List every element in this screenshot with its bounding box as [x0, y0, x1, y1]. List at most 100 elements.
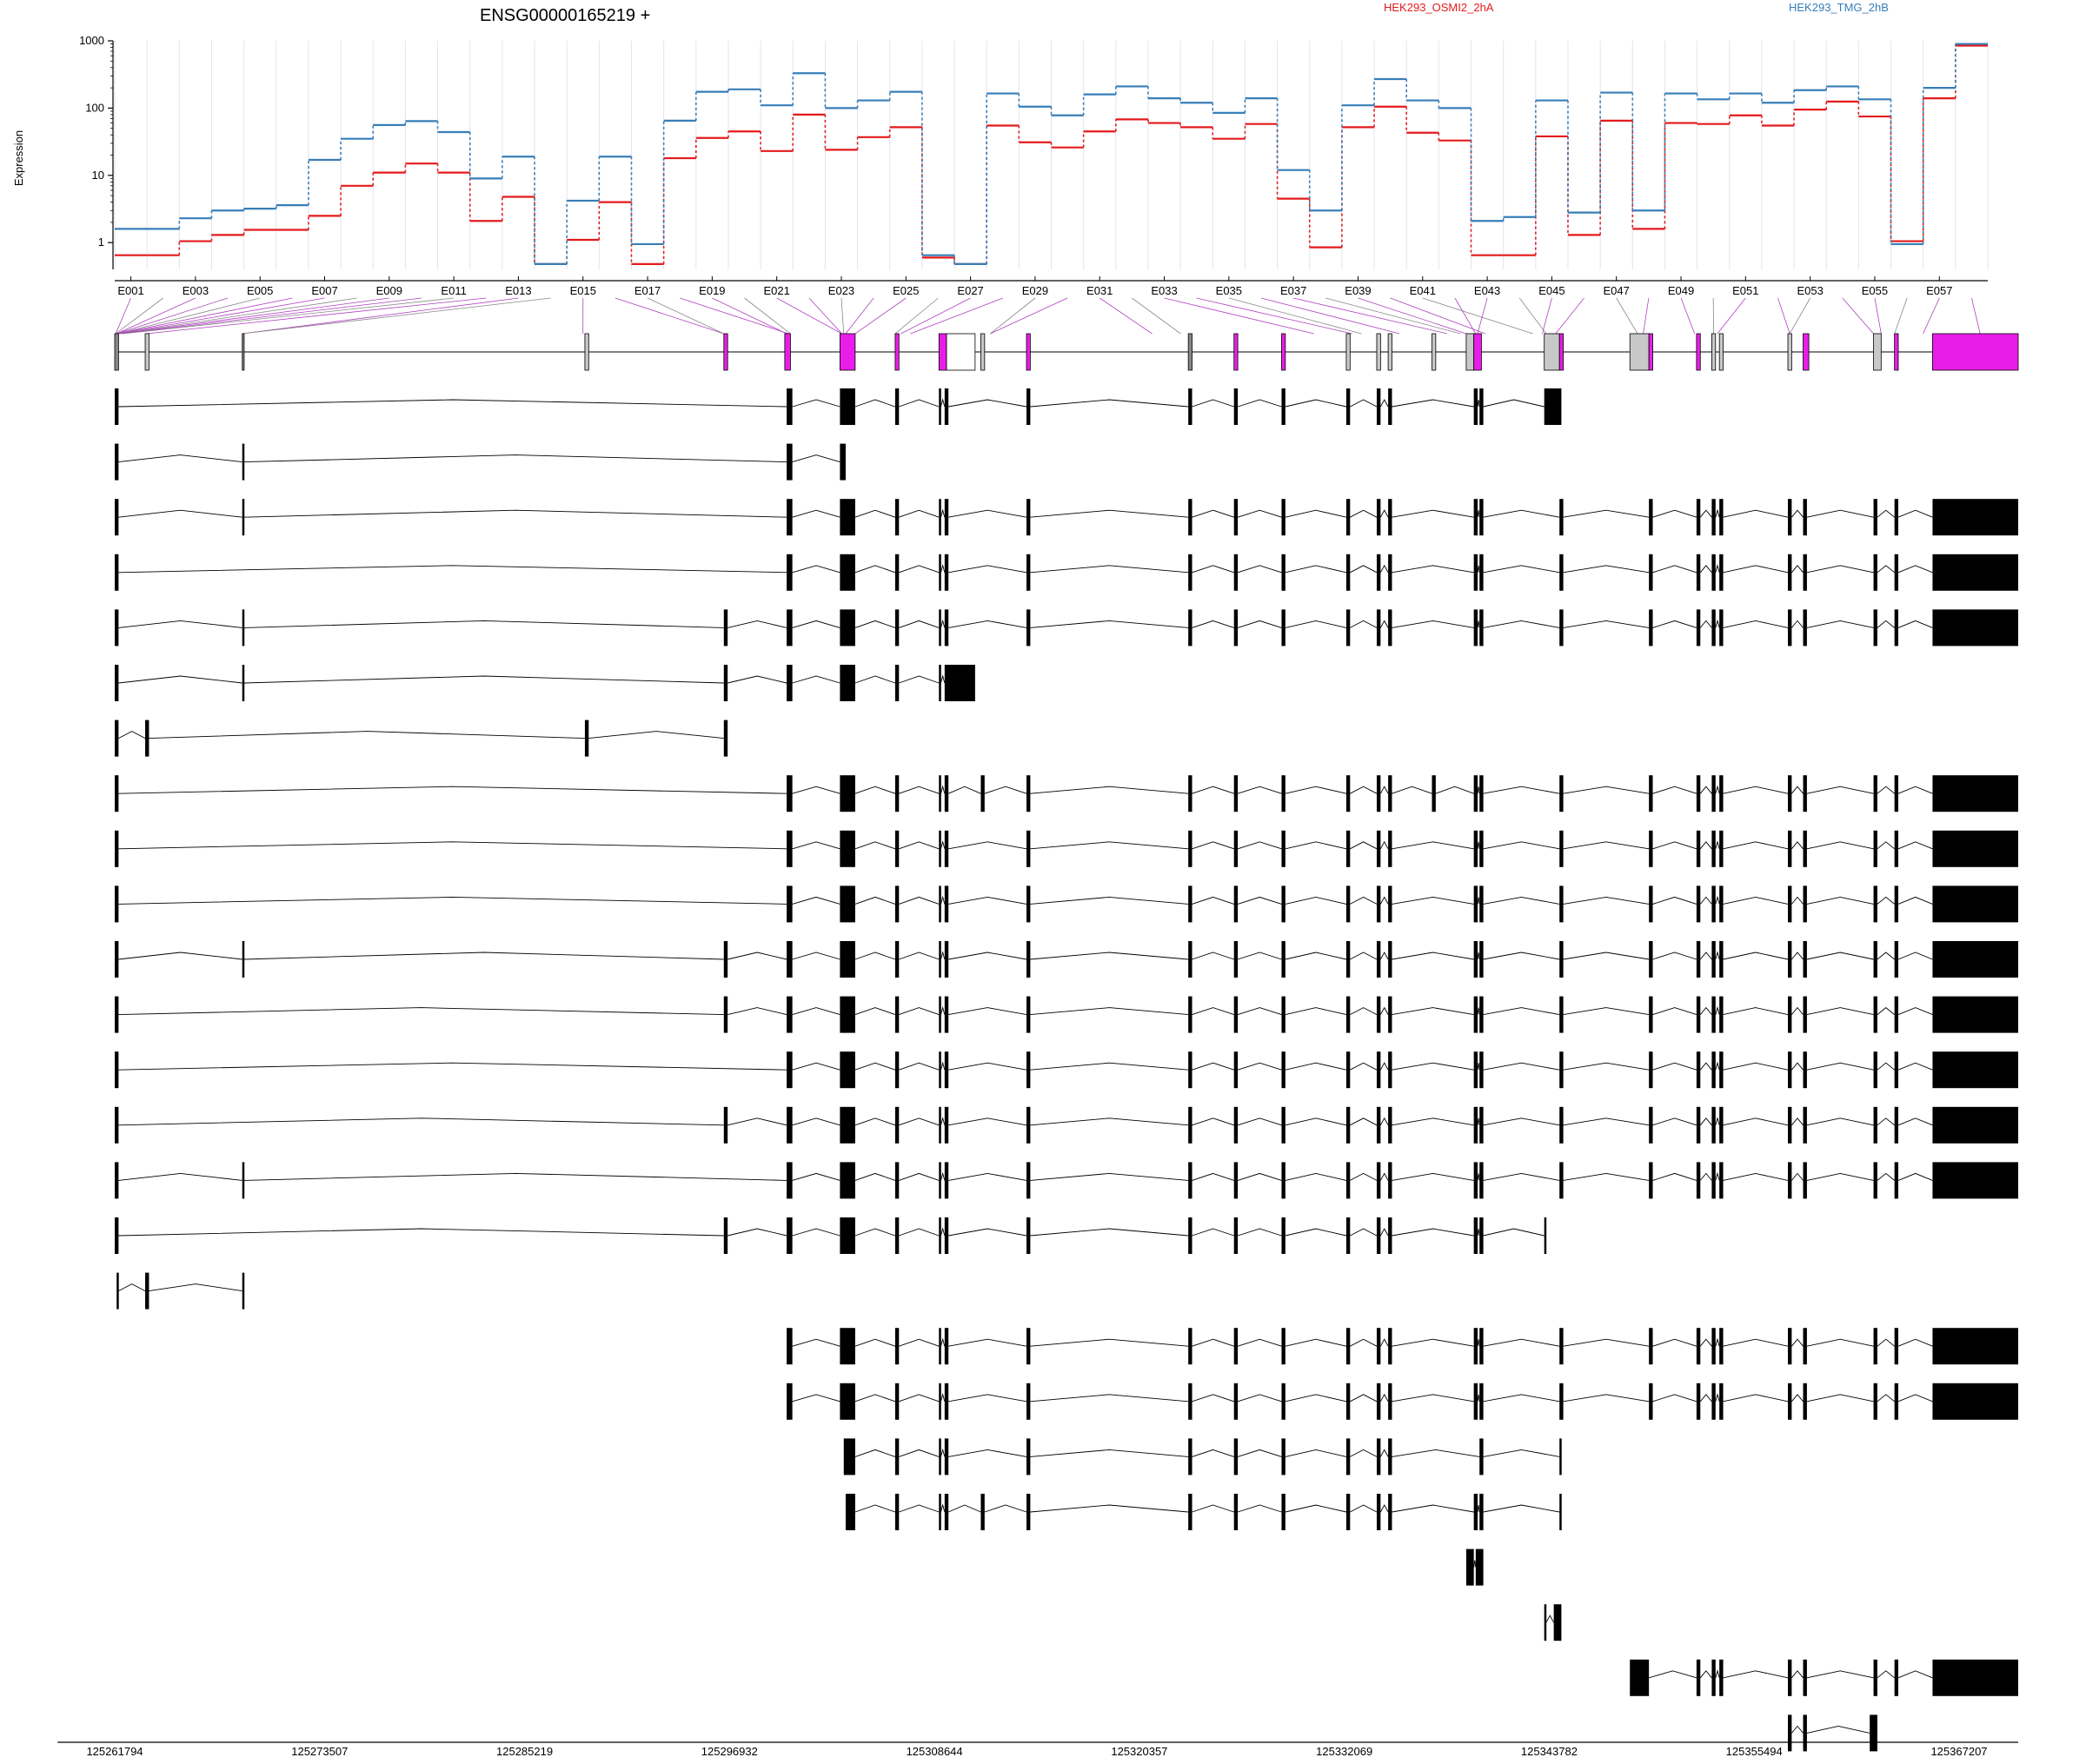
y-tick-label: 100 [85, 101, 104, 114]
intron-link [854, 1394, 896, 1403]
intron-link [1806, 1338, 1874, 1347]
transcript-exon [1559, 830, 1564, 867]
transcript-exon [1873, 996, 1877, 1033]
intron-link [1483, 1007, 1560, 1016]
exon-connector [1454, 297, 1477, 335]
intron-link [1897, 896, 1933, 905]
intron-link [1192, 841, 1234, 850]
transcript-exon [1479, 1494, 1484, 1530]
transcript-exon [242, 499, 245, 536]
intron-link [1030, 509, 1189, 518]
intron-link [118, 1228, 724, 1237]
transcript-row [115, 665, 975, 701]
intron-link [948, 1172, 1027, 1181]
intron-link [1350, 509, 1378, 518]
exon-connector [1325, 297, 1461, 335]
intron-link [1379, 786, 1389, 794]
intron-link [940, 1448, 946, 1457]
intron-link [1563, 620, 1650, 628]
transcript-exon [1188, 830, 1192, 867]
transcript-exon [116, 1272, 119, 1310]
transcript-exon [939, 775, 941, 812]
transcript-exon [115, 665, 119, 701]
transcript-exon [1696, 554, 1701, 591]
transcript-exon [1473, 609, 1478, 647]
intron-link [899, 1007, 940, 1016]
transcript-exon [944, 1051, 949, 1089]
transcript-exon [1281, 554, 1285, 591]
transcript-exon [787, 388, 793, 425]
transcript-exon [1788, 775, 1792, 812]
intron-link [1877, 1007, 1895, 1015]
intron-link [1379, 1172, 1389, 1181]
exon-block [723, 333, 728, 371]
intron-link [1806, 1117, 1874, 1126]
intron-link [854, 565, 896, 574]
transcript-exon [1788, 1714, 1792, 1752]
transcript-exon [1345, 830, 1351, 867]
intron-link [118, 620, 242, 628]
exon-tick-label: E011 [441, 284, 466, 297]
exon-connector [1422, 297, 1533, 335]
transcript-row [115, 1162, 2018, 1199]
intron-link [1806, 565, 1874, 574]
intron-link [1477, 841, 1480, 849]
exon-tick-label: E053 [1797, 284, 1823, 297]
intron-link [1285, 1007, 1347, 1016]
transcript-exon [1873, 609, 1877, 647]
exon-connector [122, 297, 422, 335]
exon-block [1648, 333, 1653, 371]
transcript-row [1630, 1659, 2018, 1696]
exon-tick-label: E023 [828, 284, 854, 297]
transcript-exon [1649, 775, 1653, 812]
transcript-exon [1873, 1106, 1877, 1144]
exon-connector [990, 297, 1036, 335]
intron-link [854, 952, 896, 960]
transcript-exon [1788, 1051, 1792, 1089]
exon-block [1544, 333, 1560, 371]
transcript-exon [1376, 1494, 1381, 1530]
intron-link [1285, 952, 1347, 960]
transcript-exon [1559, 554, 1564, 591]
transcript-exon [1803, 1383, 1807, 1420]
intron-link [948, 1228, 1027, 1237]
transcript-exon [1788, 1106, 1792, 1144]
transcript-exon [1711, 1383, 1716, 1420]
transcript-exon [1388, 1217, 1392, 1254]
transcript-exon [1479, 1383, 1484, 1420]
intron-link [1483, 952, 1560, 960]
intron-link [854, 1449, 896, 1457]
intron-link [1563, 1062, 1650, 1071]
intron-link [984, 786, 1027, 794]
intron-link [1877, 1117, 1895, 1126]
transcript-exon [1376, 1328, 1381, 1365]
exon-connector [854, 297, 907, 335]
exon-block [894, 333, 900, 371]
exon-connector [115, 297, 163, 335]
transcript-exon [1473, 1051, 1478, 1089]
exon-connector [117, 297, 293, 335]
transcript-exon [894, 775, 900, 812]
intron-link [1483, 620, 1560, 628]
intron-link [1723, 1117, 1789, 1126]
transcript-exon [1473, 885, 1478, 923]
intron-link [118, 841, 787, 850]
transcript-exon [1376, 609, 1381, 647]
exon-block [1696, 333, 1701, 371]
intron-link [940, 619, 946, 628]
transcript-exon [894, 1328, 900, 1365]
intron-link [899, 1062, 940, 1071]
intron-link [727, 1007, 787, 1016]
intron-link [1392, 1449, 1480, 1457]
exon-tick-label: E009 [376, 284, 402, 297]
intron-link [1806, 1394, 1874, 1403]
exon-tick-label: E033 [1151, 284, 1177, 297]
intron-link [1563, 841, 1650, 850]
intron-link [854, 509, 896, 518]
transcript-row [115, 941, 2018, 978]
intron-link [1350, 1394, 1378, 1403]
transcript-exon [584, 720, 589, 757]
transcript-exon [1281, 1328, 1285, 1365]
transcript-exon [1345, 554, 1351, 591]
exon-connector [1164, 297, 1314, 335]
